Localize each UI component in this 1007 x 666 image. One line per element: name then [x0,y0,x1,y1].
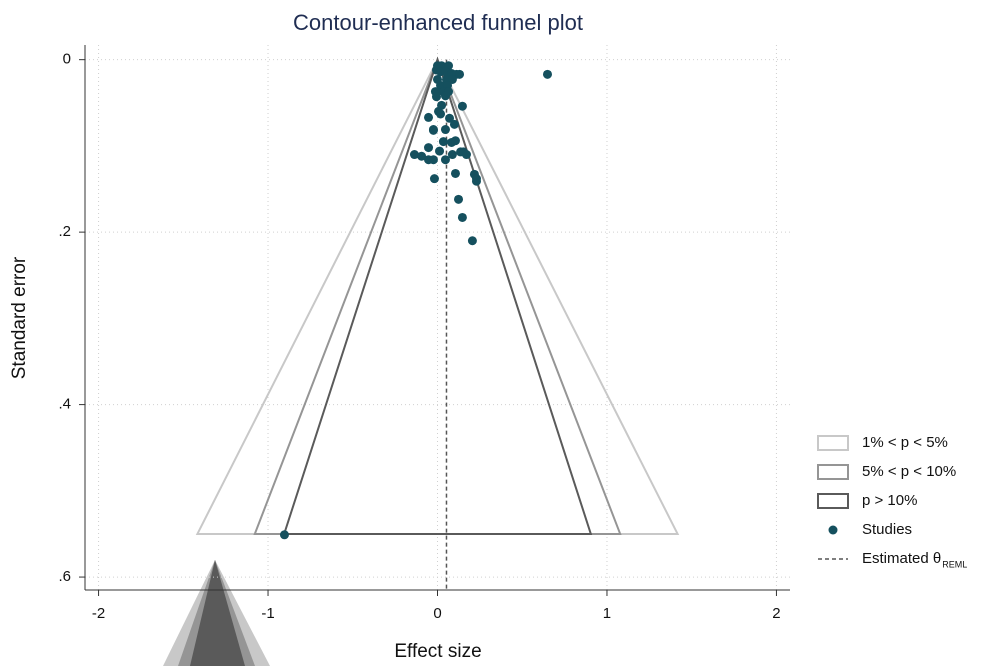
study-point [428,155,438,165]
x-axis-label: Effect size [394,641,481,662]
y-axis-label: Standard error [9,256,30,379]
study-point [454,194,464,204]
study-point [455,69,465,79]
legend-swatch [817,464,849,480]
study-point [467,236,477,246]
study-point [457,101,467,111]
study-point [445,113,455,123]
y-tick-label: .4 [58,396,71,413]
study-point [471,174,481,184]
study-point [424,143,434,153]
study-point [450,168,460,178]
study-point [440,125,450,135]
x-tick-label: 1 [603,605,611,622]
study-point [428,125,438,135]
study-point [409,150,419,160]
study-point [435,146,445,156]
artifact-shape [190,560,245,666]
x-tick-label: -2 [92,605,105,622]
study-point [457,212,467,222]
legend-swatch [817,493,849,509]
chart-title: Contour-enhanced funnel plot [293,10,583,35]
x-tick-label: 0 [433,605,441,622]
legend-swatch [817,435,849,451]
study-point [450,136,460,146]
legend-label: Studies [862,521,912,538]
study-point [440,155,450,165]
legend-label: Estimated θ [862,550,941,567]
contour [282,56,593,535]
y-tick-label: .6 [58,568,71,585]
legend-label: p > 10% [862,492,917,509]
legend-label-subscript: REML [942,559,967,569]
study-point [461,150,471,160]
study-point [429,174,439,184]
x-tick-label: 2 [772,605,780,622]
legend-swatch [828,525,838,535]
study-point [431,92,441,102]
study-point [542,69,552,79]
legend-label: 1% < p < 5% [862,434,948,451]
study-point [438,137,448,147]
study-point [440,91,450,101]
study-point [447,150,457,160]
y-tick-label: 0 [63,51,71,68]
legend-label: 5% < p < 10% [862,463,956,480]
x-tick-label: -1 [261,605,274,622]
study-point [436,109,446,119]
study-point [449,119,459,129]
study-point [424,112,434,122]
y-tick-label: .2 [58,223,71,240]
study-point [417,151,427,161]
study-point [447,74,457,84]
artifact [163,560,270,666]
study-point [279,530,289,540]
